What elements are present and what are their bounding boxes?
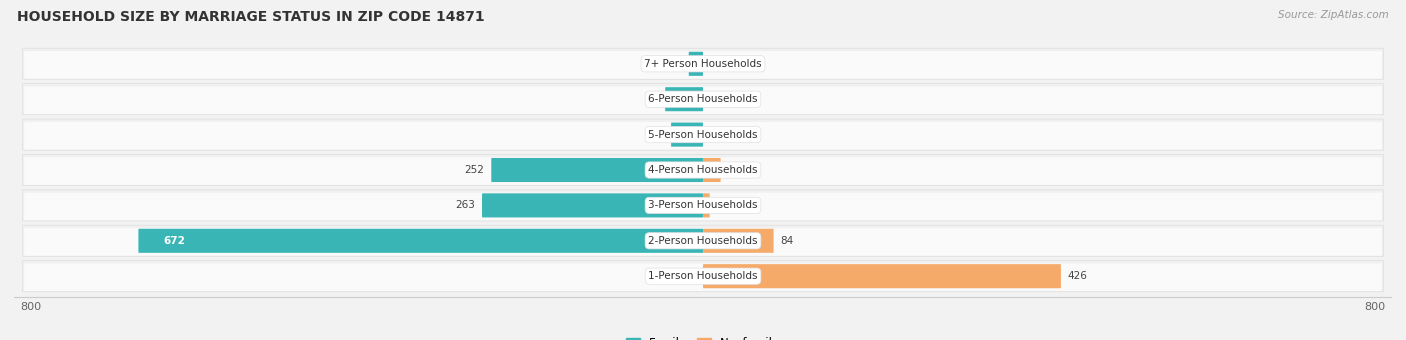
- FancyBboxPatch shape: [665, 87, 703, 111]
- Text: 38: 38: [651, 130, 665, 140]
- Text: Source: ZipAtlas.com: Source: ZipAtlas.com: [1278, 10, 1389, 20]
- Text: 84: 84: [780, 236, 793, 246]
- FancyBboxPatch shape: [22, 48, 1384, 79]
- FancyBboxPatch shape: [24, 86, 1382, 114]
- FancyBboxPatch shape: [24, 122, 1382, 150]
- Legend: Family, Nonfamily: Family, Nonfamily: [626, 337, 780, 340]
- Text: 5-Person Households: 5-Person Households: [648, 130, 758, 140]
- Text: 0: 0: [710, 59, 716, 69]
- FancyBboxPatch shape: [22, 154, 1384, 186]
- Text: 4-Person Households: 4-Person Households: [648, 165, 758, 175]
- FancyBboxPatch shape: [703, 229, 773, 253]
- FancyBboxPatch shape: [491, 158, 703, 182]
- FancyBboxPatch shape: [22, 119, 1384, 150]
- FancyBboxPatch shape: [22, 84, 1384, 115]
- Text: 263: 263: [456, 200, 475, 210]
- FancyBboxPatch shape: [22, 261, 1384, 292]
- Text: 45: 45: [645, 94, 658, 104]
- FancyBboxPatch shape: [24, 51, 1382, 79]
- Text: 3-Person Households: 3-Person Households: [648, 200, 758, 210]
- FancyBboxPatch shape: [671, 122, 703, 147]
- Text: 1-Person Households: 1-Person Households: [648, 271, 758, 281]
- Text: 252: 252: [464, 165, 485, 175]
- FancyBboxPatch shape: [482, 193, 703, 218]
- FancyBboxPatch shape: [22, 225, 1384, 256]
- Text: 17: 17: [669, 59, 682, 69]
- FancyBboxPatch shape: [22, 190, 1384, 221]
- Text: 21: 21: [727, 165, 741, 175]
- Text: 426: 426: [1067, 271, 1087, 281]
- FancyBboxPatch shape: [138, 229, 703, 253]
- Text: 6-Person Households: 6-Person Households: [648, 94, 758, 104]
- FancyBboxPatch shape: [703, 264, 1062, 288]
- FancyBboxPatch shape: [24, 228, 1382, 256]
- FancyBboxPatch shape: [24, 157, 1382, 185]
- Text: 0: 0: [690, 271, 696, 281]
- Text: 0: 0: [710, 130, 716, 140]
- FancyBboxPatch shape: [24, 264, 1382, 291]
- Text: HOUSEHOLD SIZE BY MARRIAGE STATUS IN ZIP CODE 14871: HOUSEHOLD SIZE BY MARRIAGE STATUS IN ZIP…: [17, 10, 485, 24]
- FancyBboxPatch shape: [703, 158, 721, 182]
- Text: 672: 672: [163, 236, 186, 246]
- FancyBboxPatch shape: [24, 193, 1382, 220]
- Text: 2-Person Households: 2-Person Households: [648, 236, 758, 246]
- Text: 8: 8: [717, 200, 723, 210]
- FancyBboxPatch shape: [689, 52, 703, 76]
- Text: 7+ Person Households: 7+ Person Households: [644, 59, 762, 69]
- Text: 0: 0: [710, 94, 716, 104]
- FancyBboxPatch shape: [703, 193, 710, 218]
